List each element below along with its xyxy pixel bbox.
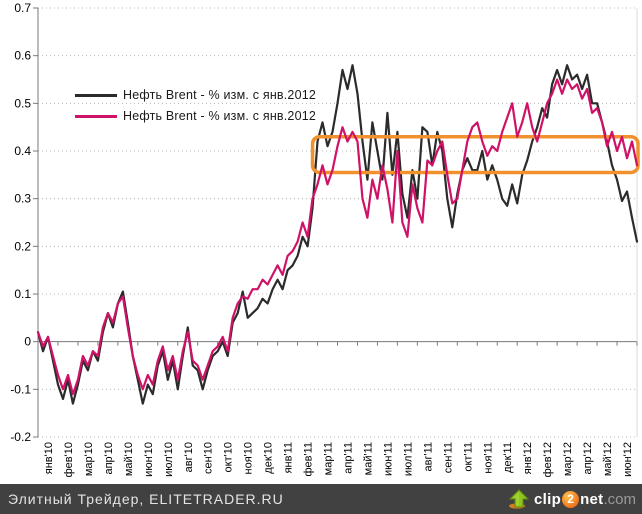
logo-text-clip: clip [534, 490, 562, 508]
footer-bar: Элитный Трейдер, ELITETRADER.RU clip 2 n… [0, 484, 642, 514]
x-axis-ticks [37, 341, 638, 346]
clip2net-arrow-icon [508, 489, 530, 509]
footer-credit-text: Элитный Трейдер, ELITETRADER.RU [8, 491, 284, 507]
y-axis-labels: 0.7 0.6 0.5 0.4 0.3 0.2 0.1 0 -0.1 -0.2 [10, 1, 31, 444]
svg-text:май'11: май'11 [362, 442, 374, 475]
svg-text:мар'11: мар'11 [323, 442, 335, 475]
y-gridlines [33, 7, 637, 438]
svg-text:авг'10: авг'10 [183, 442, 195, 472]
svg-text:фев'12: фев'12 [542, 442, 554, 477]
svg-text:авг'11: авг'11 [422, 442, 434, 472]
legend-pink-line-sample [75, 114, 117, 118]
legend-item-pink: Нефть Brent - % изм. с янв.2012 [75, 109, 316, 123]
highlight-box [310, 134, 640, 175]
legend-item-black: Нефть Brent - % изм. с янв.2012 [75, 88, 316, 102]
svg-text:янв'12: янв'12 [522, 442, 534, 474]
svg-text:-0.1: -0.1 [10, 382, 31, 396]
svg-text:май'12: май'12 [602, 442, 614, 476]
svg-text:июл'11: июл'11 [402, 442, 414, 476]
svg-text:0.3: 0.3 [14, 192, 31, 206]
svg-text:0.7: 0.7 [14, 1, 31, 15]
svg-text:мар'10: мар'10 [83, 442, 95, 476]
svg-text:окт'11: окт'11 [462, 442, 474, 472]
svg-text:фев'10: фев'10 [63, 442, 75, 477]
legend-black-line-sample [75, 93, 117, 97]
brent-line-chart: 0.7 0.6 0.5 0.4 0.3 0.2 0.1 0 -0.1 -0.2 янв'10 фев'… [10, 1, 640, 477]
svg-text:0.1: 0.1 [14, 287, 31, 301]
svg-text:июн'11: июн'11 [382, 442, 394, 476]
svg-text:июн'12: июн'12 [622, 442, 634, 477]
svg-text:май'10: май'10 [123, 442, 135, 476]
svg-text:апр'12: апр'12 [582, 442, 594, 475]
svg-text:мар'12: мар'12 [562, 442, 574, 476]
svg-text:апр'11: апр'11 [342, 442, 354, 474]
clip2net-logo[interactable]: clip 2 net .com [508, 489, 642, 509]
logo-badge-2: 2 [562, 490, 580, 508]
svg-text:0.4: 0.4 [14, 144, 31, 158]
svg-text:июн'10: июн'10 [143, 442, 155, 477]
svg-text:янв'11: янв'11 [283, 442, 295, 473]
svg-text:ноя'11: ноя'11 [482, 442, 494, 474]
legend-label-pink: Нефть Brent - % изм. с янв.2012 [123, 109, 317, 123]
chart-panel: 0.7 0.6 0.5 0.4 0.3 0.2 0.1 0 -0.1 -0.2 янв'10 фев'… [10, 1, 640, 478]
svg-text:дек'10: дек'10 [263, 442, 275, 474]
svg-text:0.6: 0.6 [14, 49, 31, 63]
svg-text:янв'10: янв'10 [43, 442, 55, 474]
svg-text:0: 0 [24, 335, 31, 349]
logo-text-com: .com [603, 490, 636, 508]
x-axis-labels: янв'10 фев'10 мар'10 апр'10 май'10 июн'10 июл'… [43, 442, 634, 477]
brent-series-line-pink [36, 78, 639, 396]
chart-legend: Нефть Brent - % изм. с янв.2012 Нефть Br… [75, 88, 316, 123]
logo-text-net: net [580, 490, 604, 508]
svg-text:окт'10: окт'10 [223, 442, 235, 472]
svg-text:0.5: 0.5 [14, 96, 31, 110]
legend-label-black: Нефть Brent - % изм. с янв.2012 [123, 88, 317, 102]
svg-text:апр'10: апр'10 [103, 442, 115, 475]
svg-text:сен'11: сен'11 [442, 442, 454, 473]
svg-text:дек'11: дек'11 [502, 442, 514, 473]
svg-text:фев'11: фев'11 [303, 442, 315, 477]
svg-text:июл'10: июл'10 [163, 442, 175, 477]
svg-text:сен'10: сен'10 [203, 442, 215, 474]
svg-text:ноя'10: ноя'10 [243, 442, 255, 474]
brent-series-line-black [36, 64, 639, 405]
svg-text:-0.2: -0.2 [10, 430, 31, 444]
svg-text:0.2: 0.2 [14, 239, 31, 253]
